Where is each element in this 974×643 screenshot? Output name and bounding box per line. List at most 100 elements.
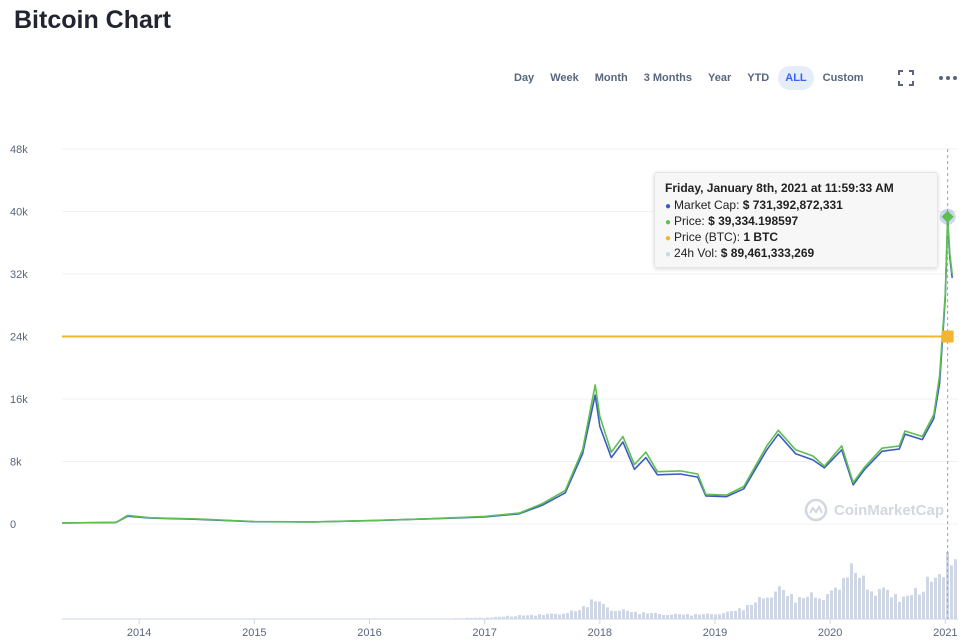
volume-bar <box>482 617 485 619</box>
volume-bar <box>654 612 657 619</box>
volume-bar <box>586 607 589 619</box>
volume-bar <box>490 617 493 619</box>
range-button-all[interactable]: ALL <box>778 66 814 90</box>
tooltip-label: Market Cap: <box>674 198 740 212</box>
tooltip-value: $ 731,392,872,331 <box>742 198 843 212</box>
volume-bar <box>582 606 585 619</box>
volume-bar <box>642 612 645 619</box>
volume-bar <box>730 611 733 619</box>
volume-bar <box>658 614 661 619</box>
y-tick-label: 0 <box>10 519 16 531</box>
volume-bar <box>798 597 801 619</box>
volume-bar <box>758 597 761 619</box>
volume-bar <box>546 613 549 619</box>
volume-bar <box>690 615 693 619</box>
volume-bar <box>906 595 909 619</box>
volume-bar <box>674 613 677 619</box>
volume-bar <box>822 599 825 619</box>
volume-bar <box>902 596 905 619</box>
x-tick-label: 2014 <box>127 627 151 639</box>
volume-bar <box>842 578 845 619</box>
x-tick-label: 2019 <box>703 627 727 639</box>
volume-bar <box>506 615 509 619</box>
volume-bar <box>458 618 461 619</box>
volume-bar <box>946 551 949 619</box>
volume-bar <box>694 613 697 619</box>
x-tick-label: 2016 <box>357 627 381 639</box>
volume-bar <box>922 591 925 619</box>
volume-bar <box>790 593 793 619</box>
y-tick-label: 8k <box>10 457 22 469</box>
volume-bar <box>954 559 957 619</box>
x-tick-label: 2018 <box>588 627 612 639</box>
y-tick-label: 40k <box>10 207 28 219</box>
volume-bar <box>558 614 561 619</box>
volume-bar <box>774 591 777 619</box>
range-button-ytd[interactable]: YTD <box>747 72 770 84</box>
more-options-button[interactable] <box>936 66 960 90</box>
volume-bar <box>814 597 817 619</box>
volume-bar <box>926 576 929 619</box>
range-button-custom[interactable]: Custom <box>822 72 864 84</box>
x-tick-label: 2020 <box>818 627 842 639</box>
tooltip-value: 1 BTC <box>743 230 779 244</box>
price-hover-marker <box>941 210 954 223</box>
tooltip-row-price: ● Price: $ 39,334.198597 <box>665 214 937 230</box>
volume-bar <box>638 614 641 619</box>
volume-bar <box>678 614 681 619</box>
volume-bar <box>862 575 865 619</box>
tooltip-row-price-btc: ● Price (BTC): 1 BTC <box>665 230 937 246</box>
volume-bar <box>470 618 473 619</box>
range-button-month[interactable]: Month <box>594 72 628 84</box>
volume-bar <box>738 608 741 619</box>
volume-bar <box>666 615 669 619</box>
volume-bar <box>714 614 717 619</box>
volume-bar <box>598 601 601 619</box>
volume-bar <box>874 595 877 619</box>
volume-bar <box>626 610 629 619</box>
range-button-3-months[interactable]: 3 Months <box>643 72 692 84</box>
volume-bar <box>806 596 809 619</box>
x-tick-label: 2021 <box>933 627 957 639</box>
volume-bar <box>846 577 849 619</box>
volume-bar <box>778 586 781 619</box>
volume-bar <box>854 573 857 619</box>
time-range-selector: Day Week Month 3 Months Year YTD ALL Cus… <box>507 66 873 90</box>
y-tick-label: 24k <box>10 332 28 344</box>
volume-bar <box>746 604 749 619</box>
volume-bar <box>498 616 501 619</box>
range-button-day[interactable]: Day <box>514 72 535 84</box>
volume-bar <box>886 589 889 619</box>
volume-bar <box>518 615 521 619</box>
volume-bar <box>818 598 821 619</box>
volume-bar <box>722 613 725 619</box>
y-tick-label: 16k <box>10 394 28 406</box>
volume-bar <box>894 594 897 619</box>
volume-dot-icon: ● <box>665 249 672 260</box>
y-tick-label: 48k <box>10 144 28 156</box>
volume-bar <box>530 614 533 619</box>
volume-bar <box>858 577 861 619</box>
tooltip-row-volume: ● 24h Vol: $ 89,461,333,269 <box>665 246 937 262</box>
tooltip-date: Friday, January 8th, 2021 at 11:59:33 AM <box>665 181 894 195</box>
volume-bar <box>614 611 617 619</box>
volume-bar <box>826 594 829 619</box>
volume-bar <box>534 615 537 619</box>
volume-bar <box>510 616 513 619</box>
range-button-week[interactable]: Week <box>550 72 579 84</box>
volume-bar <box>618 610 621 619</box>
volume-bar <box>486 617 489 619</box>
fullscreen-button[interactable] <box>894 66 918 90</box>
volume-bar <box>850 563 853 619</box>
volume-bar <box>686 613 689 619</box>
range-button-year[interactable]: Year <box>708 72 732 84</box>
volume-bar <box>734 610 737 619</box>
volume-bar <box>918 594 921 619</box>
volume-bar <box>594 601 597 619</box>
volume-bar <box>810 592 813 619</box>
price-btc-hover-marker <box>941 330 954 343</box>
x-axis: 2014 2015 2016 2017 2018 2019 2020 2021 <box>127 627 958 639</box>
volume-bar <box>602 603 605 619</box>
tooltip-value: $ 89,461,333,269 <box>720 246 815 260</box>
